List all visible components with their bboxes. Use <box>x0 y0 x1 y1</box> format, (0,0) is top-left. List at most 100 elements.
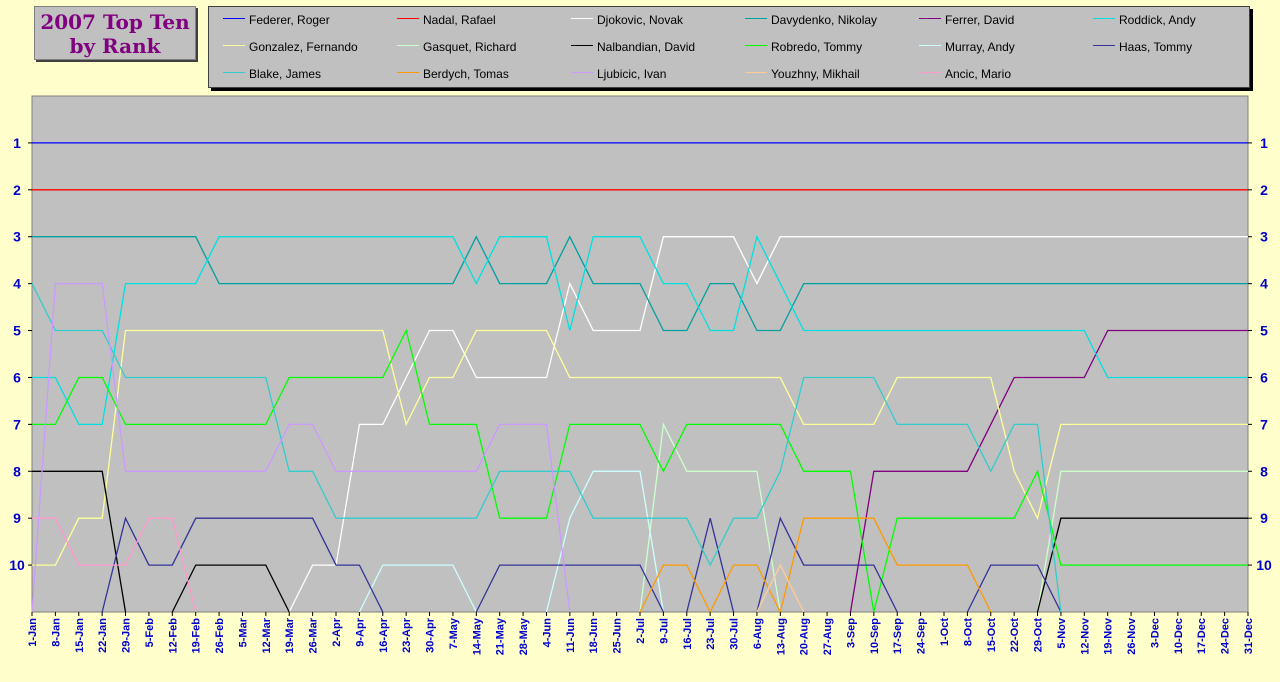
chart-title: 2007 Top Ten by Rank <box>34 6 196 60</box>
y-tick-label-left: 6 <box>13 369 21 385</box>
y-tick-label-left: 1 <box>13 135 21 151</box>
legend-label: Federer, Roger <box>249 12 330 27</box>
x-tick-label: 10-Sep <box>869 618 881 654</box>
y-tick-label-right: 9 <box>1260 510 1268 526</box>
series-ljubicic-ivan <box>31 282 571 613</box>
series-line <box>32 234 1248 426</box>
y-tick-label-right: 2 <box>1260 182 1268 198</box>
x-tick-label: 22-Jan <box>97 618 109 653</box>
series-line <box>639 564 711 613</box>
legend-swatch <box>1093 18 1115 20</box>
legend-label: Nalbandian, David <box>597 39 696 54</box>
series-murray-andy <box>358 470 665 613</box>
y-axis-left: 1 2 3 4 5 6 7 8 9 10 <box>9 135 32 573</box>
x-tick-label: 9-Jul <box>658 618 670 644</box>
x-tick-label: 12-Mar <box>261 617 273 653</box>
x-tick-label: 26-Feb <box>214 618 226 654</box>
x-tick-label: 23-Jul <box>705 618 717 650</box>
x-tick-label: 30-Apr <box>425 617 437 653</box>
x-tick-label: 3-Sep <box>845 618 857 648</box>
series-line <box>779 517 992 613</box>
legend-swatch <box>223 18 245 20</box>
x-tick-label: 21-May <box>495 617 507 655</box>
x-tick-label: 12-Nov <box>1079 617 1091 655</box>
series-line <box>475 564 664 613</box>
x-tick-label: 19-Mar <box>284 617 296 653</box>
legend-item: Berdych, Tomas <box>397 66 509 81</box>
x-tick-label: 5-Nov <box>1056 617 1068 648</box>
series-line <box>639 422 781 613</box>
x-tick-label: 29-Oct <box>1033 618 1045 653</box>
x-tick-label: 17-Dec <box>1196 618 1208 654</box>
legend-swatch <box>571 45 593 47</box>
x-tick-label: 28-May <box>518 617 530 655</box>
x-tick-label: 6-Aug <box>752 618 764 649</box>
y-tick-label-left: 4 <box>13 276 21 292</box>
legend-item: Federer, Roger <box>223 12 330 27</box>
series-line <box>171 564 290 613</box>
legend-swatch <box>1093 45 1115 47</box>
legend: Federer, Roger Nadal, Rafael Djokovic, Nov… <box>208 6 1250 88</box>
y-tick-label-left: 2 <box>13 182 21 198</box>
x-tick-label: 11-Jun <box>565 618 577 653</box>
x-tick-label: 17-Sep <box>892 618 904 654</box>
series-line <box>873 469 1248 613</box>
x-tick-label: 8-Jan <box>50 618 62 647</box>
x-tick-label: 19-Nov <box>1103 617 1115 655</box>
x-tick-label: 3-Dec <box>1149 618 1161 648</box>
legend-label: Robredo, Tommy <box>771 39 863 54</box>
legend-item: Ferrer, David <box>919 12 1014 27</box>
x-tick-label: 31-Dec <box>1243 618 1255 654</box>
chart-title-line-2: by Rank <box>69 34 161 58</box>
x-tick-label: 24-Dec <box>1220 618 1232 654</box>
y-tick-label-left: 5 <box>13 323 21 339</box>
legend-item: Youzhny, Mikhail <box>745 66 860 81</box>
x-tick-label: 7-May <box>448 617 460 649</box>
legend-swatch <box>571 72 593 74</box>
series-line <box>32 235 1248 332</box>
x-tick-label: 16-Apr <box>378 617 390 653</box>
x-tick-label: 19-Feb <box>191 618 203 654</box>
x-tick-label: 10-Dec <box>1173 618 1185 654</box>
legend-label: Murray, Andy <box>945 39 1015 54</box>
legend-swatch <box>571 18 593 20</box>
legend-label: Ljubicic, Ivan <box>597 66 667 81</box>
x-tick-label: 9-Apr <box>354 617 366 646</box>
x-tick-label: 14-May <box>471 617 483 655</box>
legend-swatch <box>223 45 245 47</box>
legend-swatch <box>745 45 767 47</box>
x-tick-label: 5-Mar <box>237 617 249 647</box>
legend-label: Berdych, Tomas <box>423 66 509 81</box>
x-tick-label: 15-Jan <box>74 618 86 653</box>
series-line <box>32 517 197 613</box>
chart-title-line-1: 2007 Top Ten <box>40 10 190 34</box>
series-blake-james <box>31 283 1062 613</box>
y-tick-label-left: 8 <box>13 463 21 479</box>
legend-swatch <box>745 72 767 74</box>
series-line <box>756 516 898 613</box>
legend-item: Ljubicic, Ivan <box>571 66 667 81</box>
series-line <box>1036 517 1248 613</box>
series-line <box>31 283 1062 613</box>
legend-swatch <box>919 45 941 47</box>
series-ancic-mario <box>32 517 197 613</box>
legend-label: Gasquet, Richard <box>423 39 517 54</box>
series-line <box>32 470 127 613</box>
series-davydenko-nikolay <box>32 235 1248 332</box>
x-tick-label: 24-Sep <box>916 618 928 654</box>
legend-swatch <box>919 18 941 20</box>
legend-swatch <box>919 72 941 74</box>
series-line <box>101 516 384 613</box>
y-tick-label-right: 3 <box>1260 229 1268 245</box>
x-tick-label: 18-Jun <box>588 618 600 654</box>
legend-item: Roddick, Andy <box>1093 12 1196 27</box>
legend-label: Davydenko, Nikolay <box>771 12 878 27</box>
series-lines <box>31 142 1248 613</box>
series-line <box>1036 470 1248 613</box>
y-tick-label-left: 7 <box>13 416 21 432</box>
x-tick-label: 16-Jul <box>682 618 694 650</box>
x-tick-label: 5-Feb <box>144 618 156 648</box>
legend-swatch <box>223 72 245 74</box>
legend-label: Haas, Tommy <box>1119 39 1193 54</box>
